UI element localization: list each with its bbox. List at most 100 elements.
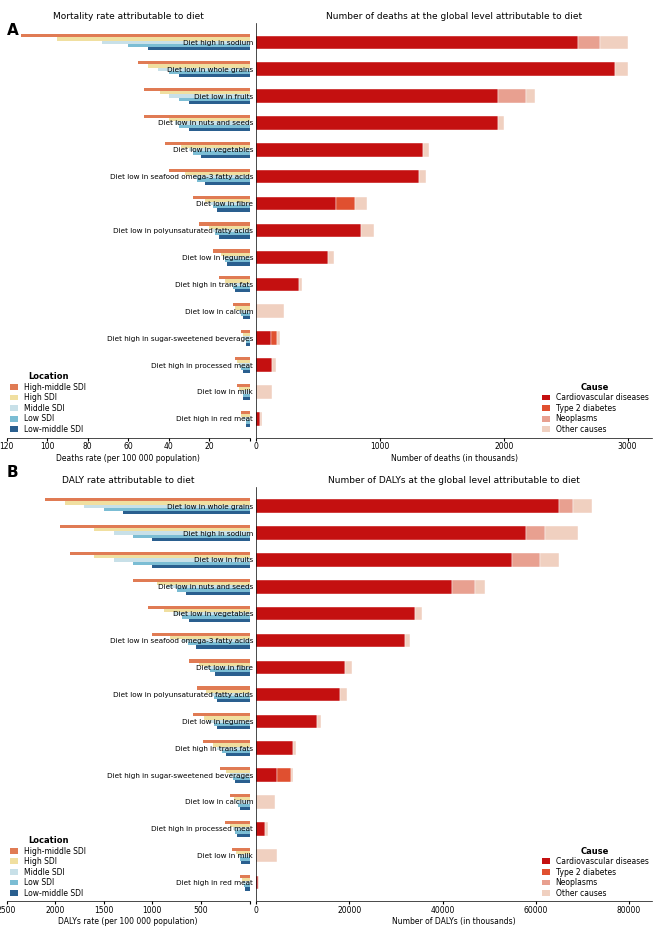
Bar: [266, 823, 268, 836]
Bar: [415, 607, 422, 621]
Bar: [205, 181, 250, 185]
Bar: [196, 645, 250, 649]
Bar: [225, 259, 250, 262]
Bar: [101, 40, 250, 44]
Bar: [540, 553, 559, 566]
Text: A: A: [7, 23, 18, 38]
Bar: [148, 47, 250, 51]
Bar: [230, 824, 250, 827]
Text: B: B: [7, 465, 18, 480]
Bar: [256, 661, 345, 674]
Bar: [256, 715, 316, 728]
Bar: [179, 98, 250, 100]
Bar: [452, 580, 475, 593]
Bar: [185, 172, 250, 176]
Bar: [256, 634, 405, 647]
Bar: [246, 340, 250, 343]
Legend: High-middle SDI, High SDI, Middle SDI, Low SDI, Low-middle SDI: High-middle SDI, High SDI, Middle SDI, L…: [11, 372, 86, 434]
Bar: [340, 687, 347, 701]
Bar: [277, 768, 291, 782]
Bar: [235, 289, 250, 292]
Bar: [152, 633, 250, 636]
Bar: [128, 44, 250, 47]
Bar: [316, 715, 322, 728]
Bar: [256, 553, 513, 566]
Bar: [246, 423, 250, 427]
Bar: [175, 121, 250, 125]
Bar: [219, 276, 250, 280]
Bar: [233, 303, 250, 306]
Bar: [241, 366, 250, 370]
Bar: [256, 607, 415, 621]
Bar: [144, 115, 250, 118]
Bar: [475, 580, 484, 593]
Bar: [241, 330, 250, 333]
Bar: [559, 500, 573, 513]
Bar: [243, 393, 250, 397]
Bar: [203, 740, 250, 744]
Bar: [256, 687, 340, 701]
Bar: [238, 854, 250, 857]
Bar: [272, 359, 275, 372]
Bar: [328, 251, 334, 264]
Legend: Cardiovascular diseases, Type 2 diabetes, Neoplasms, Other causes: Cardiovascular diseases, Type 2 diabetes…: [542, 383, 648, 434]
Legend: High-middle SDI, High SDI, Middle SDI, Low SDI, Low-middle SDI: High-middle SDI, High SDI, Middle SDI, L…: [11, 836, 86, 898]
Bar: [240, 874, 250, 878]
Bar: [420, 170, 426, 183]
Bar: [186, 592, 250, 595]
Bar: [256, 170, 420, 183]
Bar: [527, 526, 545, 540]
Bar: [169, 118, 250, 121]
Bar: [256, 223, 361, 238]
Bar: [256, 823, 266, 836]
Bar: [199, 663, 250, 666]
Bar: [237, 834, 250, 837]
Title: Number of DALYs at the global level attributable to diet: Number of DALYs at the global level attr…: [328, 476, 580, 485]
Bar: [293, 742, 296, 755]
Bar: [193, 151, 250, 155]
Bar: [222, 749, 250, 753]
Bar: [241, 313, 250, 316]
Bar: [256, 36, 578, 49]
Bar: [256, 251, 328, 264]
Bar: [197, 178, 250, 181]
Bar: [258, 876, 259, 889]
Bar: [213, 229, 250, 232]
Bar: [220, 767, 250, 770]
Bar: [221, 253, 250, 255]
Bar: [229, 283, 250, 286]
Bar: [179, 74, 250, 77]
Bar: [193, 176, 250, 178]
Bar: [256, 359, 272, 372]
X-axis label: Deaths rate (per 100 000 population): Deaths rate (per 100 000 population): [56, 454, 200, 463]
Bar: [217, 700, 250, 702]
Bar: [144, 88, 250, 91]
Bar: [244, 887, 250, 891]
Bar: [423, 143, 430, 157]
Bar: [65, 501, 250, 504]
Bar: [169, 70, 250, 74]
Bar: [242, 878, 250, 881]
Bar: [217, 726, 250, 730]
Bar: [209, 719, 250, 723]
Bar: [189, 148, 250, 151]
Bar: [57, 38, 250, 40]
Bar: [123, 511, 250, 515]
Bar: [152, 564, 250, 568]
Bar: [256, 742, 293, 755]
Bar: [256, 143, 423, 157]
Title: Mortality rate attributable to diet: Mortality rate attributable to diet: [53, 12, 204, 22]
Bar: [199, 223, 250, 225]
Bar: [237, 361, 250, 363]
Bar: [244, 885, 250, 887]
Bar: [233, 286, 250, 289]
Bar: [60, 525, 250, 528]
Bar: [214, 696, 250, 700]
Bar: [217, 208, 250, 211]
Bar: [234, 797, 250, 800]
Bar: [158, 68, 250, 70]
Bar: [232, 848, 250, 851]
Bar: [241, 391, 250, 393]
Bar: [215, 672, 250, 675]
Bar: [169, 169, 250, 172]
